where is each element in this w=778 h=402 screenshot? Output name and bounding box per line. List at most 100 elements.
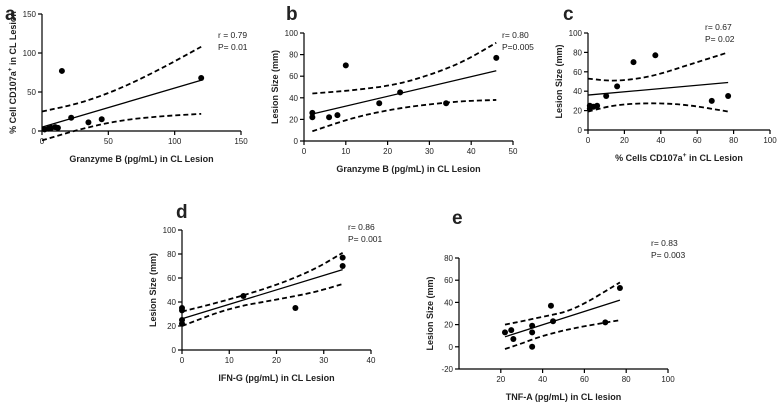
y-tick-label: 40 (444, 298, 453, 307)
x-tick-label: 50 (104, 137, 113, 146)
data-point (98, 116, 105, 123)
data-point (326, 114, 333, 121)
y-tick-label: 80 (289, 51, 298, 60)
panel-letter-e: e (452, 208, 463, 229)
y-tick-label: 0 (578, 126, 583, 135)
ci-lower-curve (587, 102, 729, 113)
x-axis-label-tail: in CL Lesion (687, 153, 743, 163)
panel-c: c 0 20 40 60 80 100 0 20 40 60 80 100 % Cells CD107a+… (554, 4, 777, 163)
data-point (179, 317, 185, 323)
regression-line (181, 268, 343, 320)
data-point (508, 327, 515, 334)
data-point (529, 322, 536, 329)
data-point (376, 100, 383, 107)
panel-e: e -20 0 20 40 60 80 20 40 60 80 100 TNF-A (pg/mL) in… (425, 208, 686, 402)
y-axis-label: Lesion Size (mm) (554, 44, 564, 118)
x-tick-label: 50 (509, 147, 518, 156)
x-axis-label: Granzyme B (pg/mL) in CL Lesion (336, 164, 480, 174)
y-tick-label: 100 (163, 226, 177, 235)
regression-line (312, 70, 497, 115)
x-tick-label: 30 (425, 147, 434, 156)
y-tick-label: 100 (23, 49, 37, 58)
x-tick-label: 20 (496, 375, 505, 384)
y-tick-label: 0 (294, 137, 299, 146)
panel-b: b 0 20 40 60 80 100 0 10 20 30 40 50 Granzyme B (pg/m… (270, 4, 534, 174)
panel-letter-d: d (176, 202, 188, 223)
data-point (550, 318, 557, 325)
y-axis-label: Lesion Size (mm) (425, 276, 435, 350)
ci-lower-curve (181, 283, 343, 327)
data-point (443, 100, 450, 107)
x-tick-label: 20 (272, 356, 281, 365)
stat-label: r= 0.67 (705, 22, 732, 32)
ci-lower-curve (504, 319, 621, 350)
data-point (529, 343, 536, 350)
y-tick-label: 20 (573, 107, 582, 116)
data-point (54, 124, 61, 131)
stat-label: P=0.005 (502, 42, 534, 52)
x-axis-label: % Cells CD107a+ in CL Lesion (615, 152, 743, 163)
y-tick-label: 50 (27, 88, 36, 97)
data-point (292, 305, 299, 311)
y-tick-label: 60 (444, 276, 453, 285)
y-tick-label: 20 (289, 115, 298, 124)
data-point (547, 302, 554, 309)
x-tick-label: 0 (302, 147, 307, 156)
data-point (309, 114, 316, 121)
y-axis-label-main: % Cell CD107a (8, 70, 18, 134)
ci-upper-curve (181, 252, 344, 313)
data-point (614, 83, 621, 90)
stat-label: P= 0.003 (651, 250, 686, 260)
y-tick-label: 60 (289, 72, 298, 81)
y-tick-label: 100 (569, 29, 583, 38)
data-point (85, 119, 92, 126)
data-point (339, 263, 346, 269)
data-point (510, 336, 517, 343)
x-tick-label: 60 (580, 375, 589, 384)
y-tick-label: 80 (573, 48, 582, 57)
x-tick-label: 150 (234, 137, 248, 146)
x-tick-label: 100 (168, 137, 182, 146)
stat-label: P= 0.02 (705, 34, 735, 44)
x-tick-label: 40 (367, 356, 376, 365)
y-axis-label-sup: + (7, 67, 14, 71)
panel-letter-b: b (286, 4, 298, 25)
x-tick-label: 0 (586, 136, 591, 145)
data-point (630, 59, 637, 66)
y-tick-label: 60 (573, 68, 582, 77)
stat-label: r= 0.86 (348, 222, 375, 232)
data-point (179, 305, 185, 311)
y-axis-label: % Cell CD107a+ in CL Lesion (7, 11, 18, 134)
x-tick-label: 40 (538, 375, 547, 384)
stat-label: r= 0.83 (651, 238, 678, 248)
x-axis-label: Granzyme B (pg/mL) in CL Lesion (69, 154, 213, 164)
data-point (652, 52, 659, 59)
x-tick-label: 100 (763, 136, 777, 145)
data-point (529, 329, 536, 336)
x-tick-label: 10 (225, 356, 234, 365)
data-point (68, 114, 75, 121)
data-point (708, 97, 715, 104)
panel-letter-a: a (5, 4, 16, 25)
data-point (309, 109, 316, 116)
x-axis-label: TNF-A (pg/mL) in CL lesion (506, 392, 622, 402)
ci-upper-curve (504, 281, 621, 326)
data-point (725, 93, 732, 100)
regression-line (587, 81, 729, 96)
y-tick-label: 100 (285, 29, 299, 38)
data-point (602, 319, 609, 326)
x-tick-label: 20 (383, 147, 392, 156)
data-point (58, 67, 65, 74)
ci-lower-curve (41, 112, 202, 142)
data-point (501, 329, 508, 336)
y-tick-label: 60 (167, 274, 176, 283)
y-tick-label: 0 (172, 346, 177, 355)
x-tick-label: 80 (729, 136, 738, 145)
panel-letter-c: c (563, 4, 574, 25)
data-point (240, 293, 247, 299)
y-axis-label-tail: in CL Lesion (8, 11, 18, 67)
x-tick-label: 60 (693, 136, 702, 145)
x-axis-label: IFN-G (pg/mL) in CL Lesion (218, 373, 334, 383)
x-tick-label: 0 (40, 137, 45, 146)
